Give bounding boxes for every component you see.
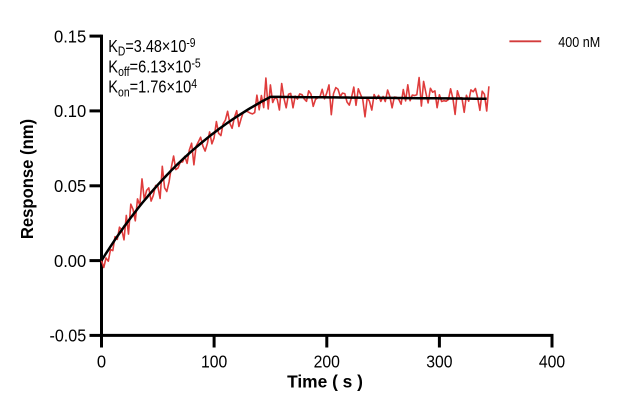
svg-text:Koff=6.13×10-5: Koff=6.13×10-5 [108, 57, 200, 79]
svg-text:-0.05: -0.05 [49, 326, 86, 346]
svg-text:400: 400 [539, 352, 565, 372]
svg-text:200: 200 [314, 352, 340, 372]
svg-text:Kon=1.76×104: Kon=1.76×104 [108, 77, 197, 99]
svg-text:0.05: 0.05 [54, 175, 86, 196]
svg-text:100: 100 [201, 352, 227, 372]
svg-text:0: 0 [97, 351, 106, 372]
svg-text:0.15: 0.15 [54, 26, 86, 47]
svg-text:Time ( s ): Time ( s ) [287, 371, 363, 391]
svg-text:300: 300 [426, 352, 452, 372]
svg-text:Response (nm): Response (nm) [17, 119, 38, 239]
svg-text:0.10: 0.10 [54, 100, 86, 121]
svg-text:400 nM: 400 nM [558, 33, 600, 50]
svg-text:KD=3.48×10-9: KD=3.48×10-9 [108, 37, 195, 59]
svg-text:0.00: 0.00 [54, 250, 86, 271]
